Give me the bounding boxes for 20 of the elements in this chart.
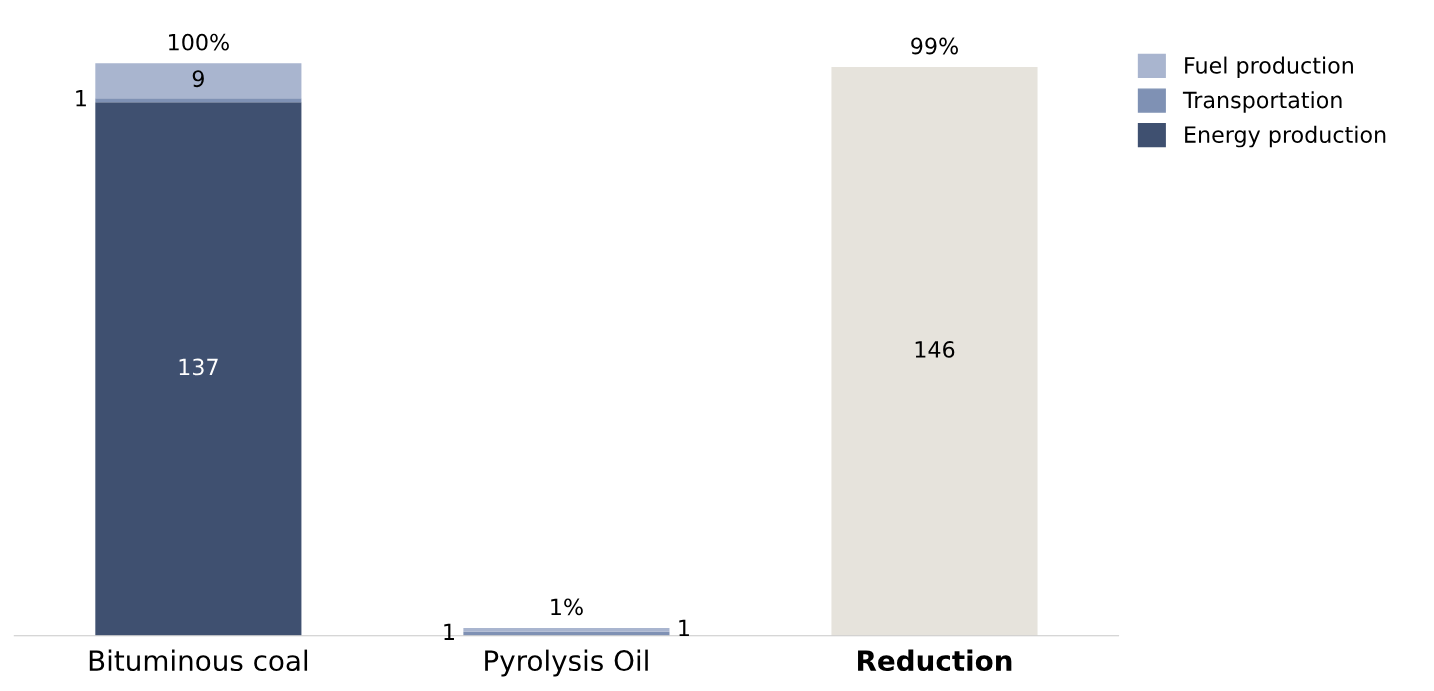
- x-tick-label: Pyrolysis Oil: [485, 649, 648, 677]
- data-label: 9: [192, 70, 204, 88]
- legend-label: Transportation: [1182, 91, 1342, 113]
- legend-label: Energy production: [1185, 125, 1386, 148]
- data-label: 1: [679, 619, 689, 637]
- bar: [95, 63, 302, 99]
- annotation: 99%: [911, 37, 958, 55]
- bar: [95, 102, 302, 636]
- data-label: 146: [915, 341, 955, 358]
- x-tick-label: Bituminous coal: [89, 649, 308, 672]
- annotation: 100%: [169, 33, 229, 51]
- bar: [463, 627, 670, 632]
- data-label: 1: [76, 90, 86, 107]
- x-tick-label: Reduction: [858, 649, 1012, 672]
- bar: [95, 98, 302, 103]
- data-label: 137: [179, 358, 218, 376]
- data-label: 1: [444, 623, 454, 640]
- bar: [831, 67, 1038, 636]
- annotation: 1%: [551, 598, 583, 616]
- legend-label: Fuel production: [1185, 56, 1353, 79]
